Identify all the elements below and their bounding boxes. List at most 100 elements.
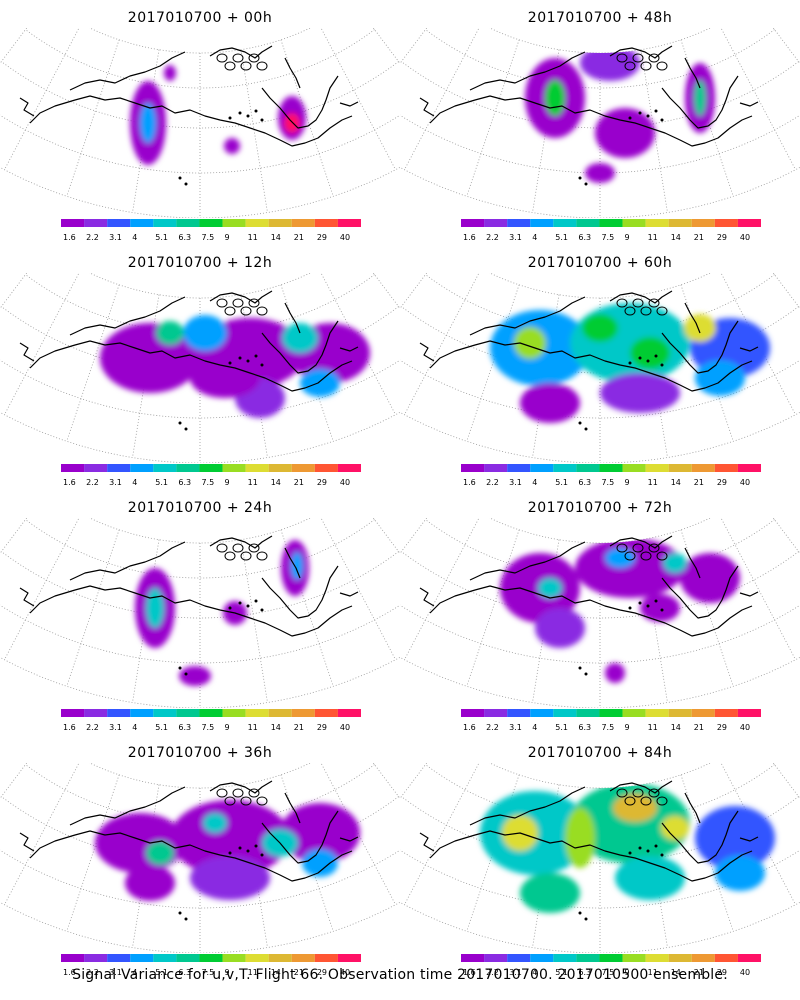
legend-label: 9 <box>625 723 630 732</box>
legend-swatch <box>314 464 338 472</box>
map-panel-84h: 2017010700 + 84h 1.6 2.2 3.1 4 5.1 6.3 7.5 9 11 1… <box>400 735 800 980</box>
legend-label: 2.2 <box>86 233 99 242</box>
coastline <box>419 535 759 676</box>
legend-label: 29 <box>717 233 727 242</box>
legend-label: 40 <box>740 723 750 732</box>
legend-swatch <box>530 709 554 717</box>
legend-label: 11 <box>248 233 258 242</box>
legend-label: 11 <box>248 723 258 732</box>
legend-label: 5.1 <box>155 478 168 487</box>
legend-swatch <box>153 954 177 962</box>
legend-swatch <box>507 219 531 227</box>
legend-label: 4 <box>132 968 137 977</box>
color-legend: 1.6 2.2 3.1 4 5.1 6.3 7.5 9 11 14 21 29 40 <box>61 464 361 487</box>
map-panel-24h: 2017010700 + 24h 1.6 2.2 3.1 4 5.1 6.3 7.5 9 11 1… <box>0 490 400 735</box>
map-panel-60h: 2017010700 + 60h 1.6 2.2 3.1 4 5.1 6.3 7.5 9 11 1… <box>400 245 800 490</box>
legend-label: 14 <box>671 968 681 977</box>
legend-label: 5.1 <box>155 233 168 242</box>
legend-label: 4 <box>132 723 137 732</box>
forecast-map <box>0 518 400 708</box>
legend-label: 9 <box>225 968 230 977</box>
legend-swatch <box>507 954 531 962</box>
legend-label: 5.1 <box>555 968 568 977</box>
legend-label: 7.5 <box>201 968 214 977</box>
legend-swatch <box>222 709 246 717</box>
legend-label: 1.6 <box>63 233 76 242</box>
arctic-islands <box>616 543 668 561</box>
legend-label: 1.6 <box>63 478 76 487</box>
legend-label: 14 <box>271 968 281 977</box>
legend-swatch <box>107 709 131 717</box>
forecast-map <box>0 273 400 463</box>
graticule <box>0 28 400 218</box>
legend-swatch <box>622 219 646 227</box>
panel-title: 2017010700 + 84h <box>527 745 673 761</box>
legend-label: 7.5 <box>201 478 214 487</box>
legend-label: 7.5 <box>201 233 214 242</box>
legend-label: 2.2 <box>486 233 499 242</box>
legend-swatch <box>737 709 761 717</box>
legend-label: 1.6 <box>63 968 76 977</box>
legend-swatch <box>268 954 292 962</box>
legend-swatch <box>622 464 646 472</box>
legend-swatch <box>61 709 85 717</box>
legend-label: 29 <box>717 478 727 487</box>
legend-label: 21 <box>694 723 704 732</box>
legend-swatch <box>337 464 361 472</box>
legend-label: 3.1 <box>109 233 122 242</box>
panel-title: 2017010700 + 24h <box>127 500 273 516</box>
legend-label: 2.2 <box>86 968 99 977</box>
legend-swatch <box>268 219 292 227</box>
legend-label: 40 <box>340 233 350 242</box>
arctic-islands <box>216 543 268 561</box>
legend-label: 14 <box>671 233 681 242</box>
legend-label: 6.3 <box>178 233 191 242</box>
legend-swatch <box>268 709 292 717</box>
legend-label: 40 <box>740 478 750 487</box>
forecast-map <box>400 518 800 708</box>
legend-label: 11 <box>648 233 658 242</box>
legend-swatch <box>645 464 669 472</box>
legend-swatch <box>61 219 85 227</box>
signal-field <box>525 45 715 183</box>
legend-swatch <box>337 709 361 717</box>
legend-swatch <box>484 709 508 717</box>
legend-swatch <box>507 709 531 717</box>
panel-title: 2017010700 + 12h <box>127 255 273 271</box>
forecast-map <box>0 28 400 218</box>
legend-label: 14 <box>671 478 681 487</box>
legend-swatch <box>691 219 715 227</box>
arctic-islands <box>616 788 668 806</box>
panel-title: 2017010700 + 72h <box>527 500 673 516</box>
coastline <box>19 290 359 431</box>
legend-swatch <box>576 464 600 472</box>
legend-swatch <box>668 709 692 717</box>
legend-label: 29 <box>717 968 727 977</box>
signal-field <box>480 783 775 913</box>
legend-label: 5.1 <box>155 723 168 732</box>
legend-label: 1.6 <box>463 233 476 242</box>
legend-label: 29 <box>717 723 727 732</box>
coastline <box>419 780 759 921</box>
legend-swatch <box>737 954 761 962</box>
legend-label: 2.2 <box>486 723 499 732</box>
legend-swatch <box>576 219 600 227</box>
coastline <box>19 780 359 921</box>
legend-swatch <box>199 219 223 227</box>
legend-swatch <box>553 954 577 962</box>
legend-label: 2.2 <box>86 723 99 732</box>
signal-field <box>95 800 360 901</box>
legend-swatch <box>130 709 154 717</box>
map-panel-72h: 2017010700 + 72h 1.6 2.2 3.1 4 5.1 6.3 7.5 9 11 1… <box>400 490 800 735</box>
legend-swatch <box>461 954 485 962</box>
legend-swatch <box>222 464 246 472</box>
legend-swatch <box>461 464 485 472</box>
legend-swatch <box>553 219 577 227</box>
legend-label: 29 <box>317 968 327 977</box>
color-legend: 1.6 2.2 3.1 4 5.1 6.3 7.5 9 11 14 21 29 40 <box>61 954 361 977</box>
legend-label: 9 <box>225 723 230 732</box>
legend-label: 21 <box>294 233 304 242</box>
legend-swatch <box>199 464 223 472</box>
legend-swatch <box>176 954 200 962</box>
legend-swatch <box>61 954 85 962</box>
